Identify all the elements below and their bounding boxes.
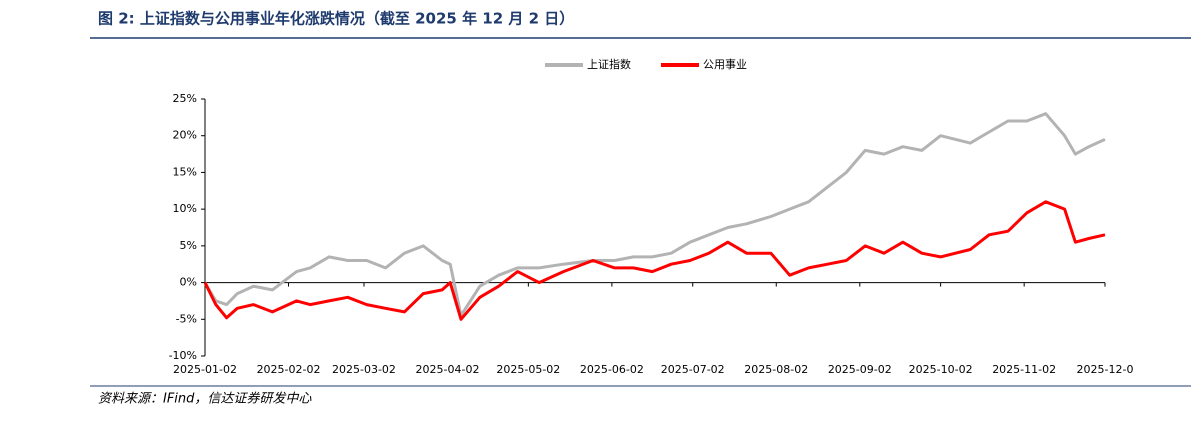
- x-tick-label: 2025-10-02: [909, 363, 973, 376]
- legend-label: 公用事业: [703, 58, 747, 71]
- x-tick-label: 2025-12-0: [1077, 363, 1134, 376]
- y-tick-label: 10%: [173, 202, 197, 215]
- y-tick-label: 0%: [180, 276, 197, 289]
- y-tick-label: -5%: [176, 312, 197, 325]
- legend-label: 上证指数: [587, 57, 631, 71]
- y-tick-label: 5%: [180, 239, 197, 252]
- x-tick-label: 2025-09-02: [828, 363, 892, 376]
- series-line: [203, 112, 1106, 318]
- y-tick-label: -10%: [169, 349, 197, 362]
- y-tick-label: 20%: [173, 129, 197, 142]
- x-tick-label: 2025-08-02: [744, 363, 808, 376]
- x-tick-label: 2025-02-02: [257, 363, 321, 376]
- x-tick-label: 2025-04-02: [416, 363, 480, 376]
- chart-title: 图 2: 上证指数与公用事业年化涨跌情况（截至 2025 年 12 月 2 日）: [98, 10, 574, 28]
- series-line: [203, 200, 1106, 321]
- x-tick-label: 2025-05-02: [496, 363, 560, 376]
- source: 资料来源：IFind，信达证券研发中心: [98, 392, 312, 407]
- x-tick-label: 2025-06-02: [580, 363, 644, 376]
- x-tick-label: 2025-03-02: [332, 363, 396, 376]
- y-tick-label: 25%: [173, 92, 197, 105]
- x-tick-label: 2025-07-02: [661, 363, 725, 376]
- y-tick-label: 15%: [173, 165, 197, 178]
- x-tick-label: 2025-01-02: [173, 363, 237, 376]
- x-tick-label: 2025-11-02: [992, 363, 1056, 376]
